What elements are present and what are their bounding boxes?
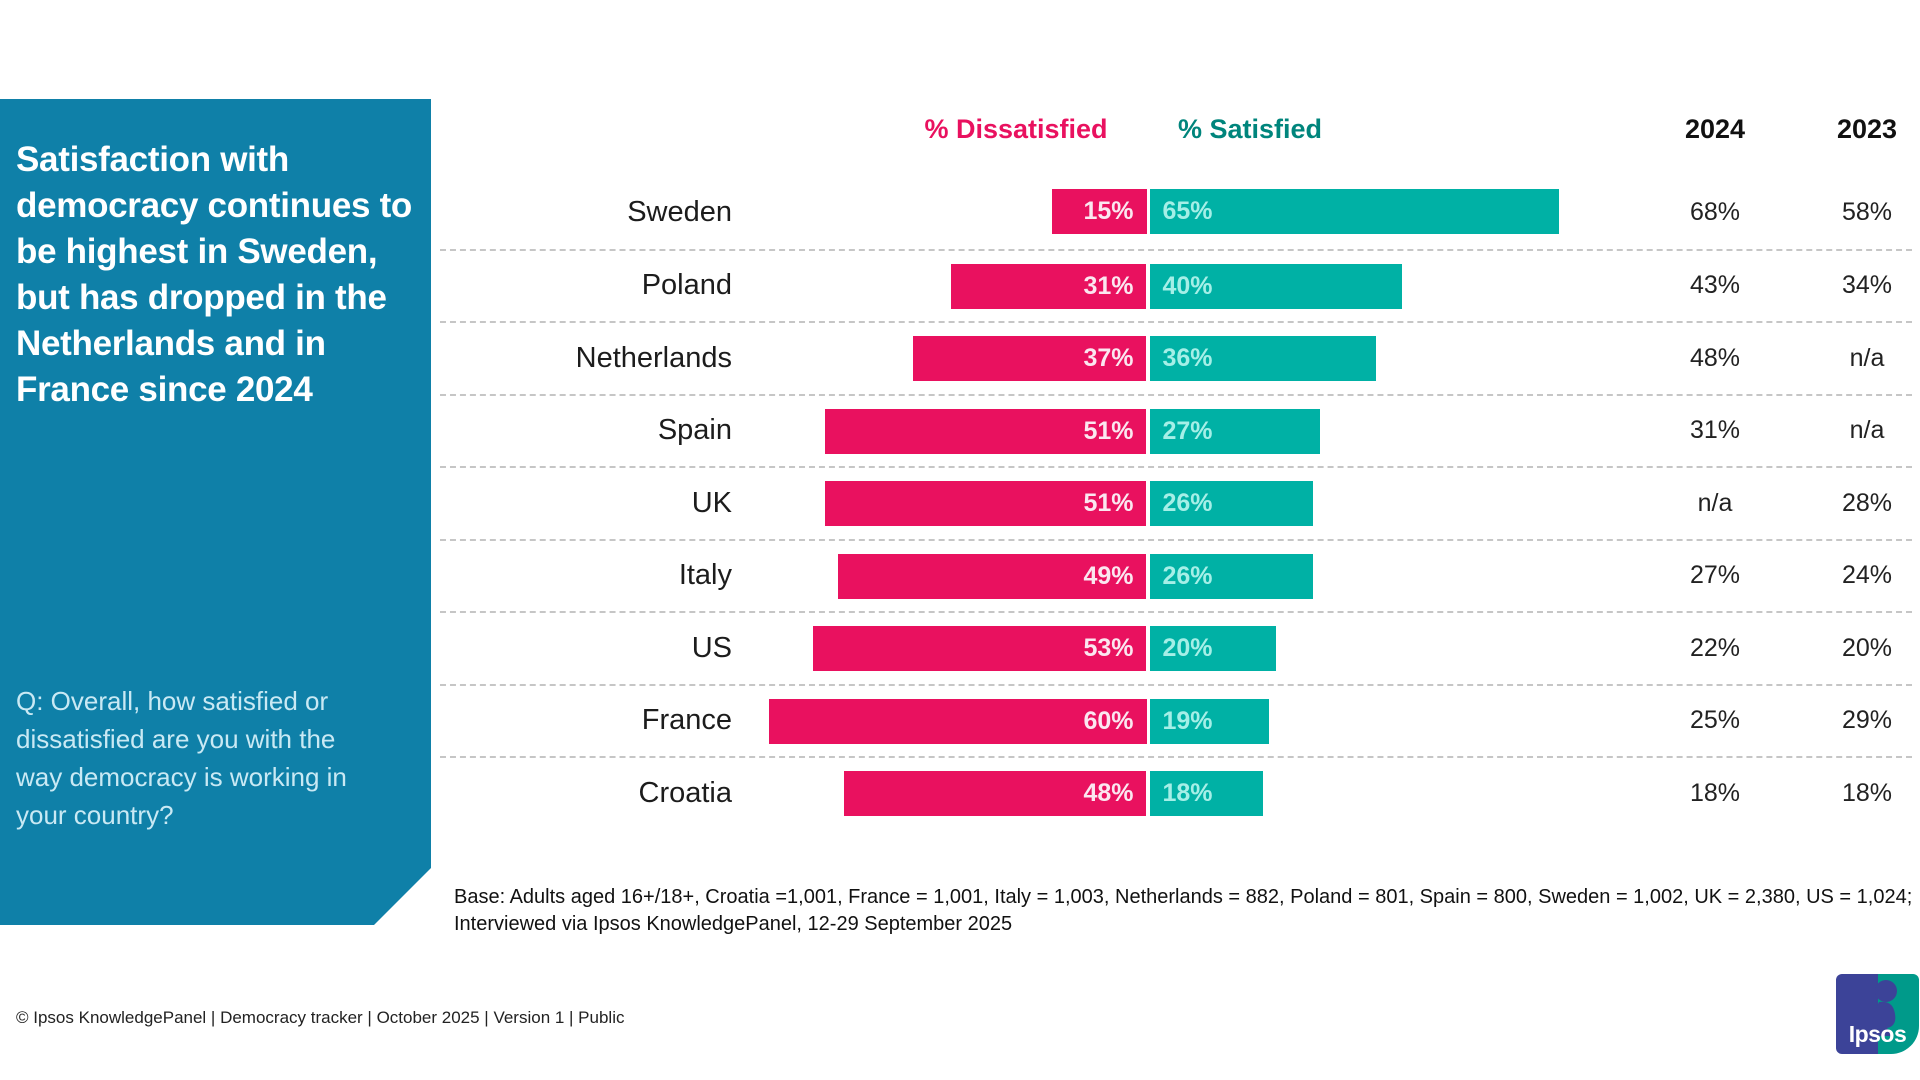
value-2024: 27%	[1689, 561, 1741, 590]
satisfied-bar: 65%	[1149, 189, 1559, 234]
table-row: Croatia 48% 18% 18% 18%	[440, 756, 1912, 829]
value-2024: 18%	[1689, 778, 1741, 807]
country-label: UK	[691, 486, 732, 519]
country-label: Netherlands	[575, 341, 732, 374]
value-2023: 20%	[1841, 633, 1893, 662]
dissatisfied-value: 15%	[1083, 197, 1134, 225]
footer-copyright: © Ipsos KnowledgePanel | Democracy track…	[16, 1008, 625, 1027]
value-2023: n/a	[1849, 416, 1885, 445]
value-2023: 58%	[1841, 197, 1893, 226]
column-header-2023: 2023	[1836, 114, 1898, 144]
value-2023: 29%	[1841, 706, 1893, 735]
dissatisfied-value: 48%	[1083, 779, 1134, 807]
satisfied-bar: 26%	[1149, 553, 1314, 599]
table-row: Italy 49% 26% 27% 24%	[440, 538, 1912, 612]
table-row: Poland 31% 40% 43% 34%	[440, 248, 1912, 322]
country-label: France	[641, 704, 732, 737]
dissatisfied-value: 60%	[1083, 706, 1134, 735]
value-2023: 24%	[1841, 561, 1893, 590]
page-title: Satisfaction with democracy continues to…	[16, 140, 413, 409]
legend-dissatisfied: % Dissatisfied	[924, 114, 1108, 144]
satisfied-bar: 26%	[1149, 481, 1314, 526]
value-2024: 43%	[1689, 271, 1741, 300]
satisfied-value: 40%	[1162, 271, 1213, 300]
base-note: Base: Adults aged 16+/18+, Croatia =1,00…	[454, 884, 1912, 938]
value-2024: 68%	[1689, 197, 1741, 226]
dissatisfied-bar: 37%	[913, 336, 1147, 381]
table-row: UK 51% 26% n/a 28%	[440, 466, 1912, 539]
country-label: Croatia	[638, 776, 733, 809]
table-row: Netherlands 37% 36% 48% n/a	[440, 321, 1912, 394]
satisfied-value: 20%	[1162, 634, 1213, 662]
dissatisfied-value: 31%	[1083, 271, 1134, 300]
dissatisfied-bar: 49%	[837, 553, 1147, 599]
value-2024: n/a	[1697, 488, 1733, 517]
value-2023: n/a	[1849, 343, 1885, 372]
satisfied-bar: 40%	[1149, 263, 1402, 309]
survey-question: Q: Overall, how satisfied or dissatisfie…	[16, 686, 347, 830]
value-2024: 31%	[1689, 416, 1741, 445]
dissatisfied-value: 37%	[1083, 344, 1134, 372]
country-label: US	[691, 631, 732, 664]
dissatisfied-value: 51%	[1083, 489, 1134, 517]
dissatisfied-bar: 31%	[951, 263, 1147, 309]
satisfied-value: 26%	[1162, 489, 1213, 517]
table-row: France 60% 19% 25% 29%	[440, 683, 1912, 757]
dissatisfied-value: 49%	[1083, 561, 1134, 590]
dissatisfied-bar: 48%	[844, 771, 1147, 816]
table-row: Sweden 15% 65% 68% 58%	[440, 176, 1912, 249]
satisfied-value: 19%	[1162, 706, 1213, 735]
satisfied-value: 18%	[1162, 779, 1213, 807]
column-header-2024: 2024	[1684, 114, 1746, 144]
dissatisfied-bar: 53%	[812, 626, 1147, 671]
ipsos-figure-icon	[1872, 980, 1897, 1036]
satisfied-bar: 19%	[1149, 698, 1270, 744]
dissatisfied-bar: 60%	[768, 698, 1147, 744]
satisfied-bar: 18%	[1149, 771, 1263, 816]
ipsos-logo: Ipsos	[1836, 974, 1919, 1054]
sidebar-panel: Satisfaction with democracy continues to…	[0, 99, 431, 925]
base-note-line2: Interviewed via Ipsos KnowledgePanel, 12…	[454, 913, 1013, 935]
country-label: Sweden	[627, 195, 732, 228]
country-label: Spain	[657, 414, 732, 447]
chart-rows: Sweden 15% 65% 68% 58% Poland 31% 40% 43% 34% Neth…	[440, 176, 1912, 829]
table-row: Spain 51% 27% 31% n/a	[440, 393, 1912, 467]
value-2023: 28%	[1841, 488, 1893, 517]
value-2023: 34%	[1841, 271, 1893, 300]
dissatisfied-bar: 51%	[825, 481, 1147, 526]
country-label: Italy	[678, 559, 732, 592]
dissatisfied-bar: 51%	[825, 408, 1147, 454]
satisfied-value: 26%	[1162, 561, 1213, 590]
base-note-line1: Base: Adults aged 16+/18+, Croatia =1,00…	[454, 886, 1913, 908]
satisfied-bar: 36%	[1149, 336, 1377, 381]
country-label: Poland	[641, 269, 732, 302]
satisfied-bar: 20%	[1149, 626, 1276, 671]
satisfied-value: 36%	[1162, 344, 1213, 372]
legend-satisfied: % Satisfied	[1177, 114, 1323, 144]
table-row: US 53% 20% 22% 20%	[440, 611, 1912, 684]
dissatisfied-value: 53%	[1083, 634, 1134, 662]
value-2023: 18%	[1841, 778, 1893, 807]
value-2024: 48%	[1689, 343, 1741, 372]
value-2024: 22%	[1689, 633, 1741, 662]
satisfied-value: 65%	[1162, 197, 1213, 225]
value-2024: 25%	[1689, 706, 1741, 735]
satisfied-bar: 27%	[1149, 408, 1320, 454]
dissatisfied-bar: 15%	[1052, 189, 1147, 234]
dissatisfied-value: 51%	[1083, 416, 1134, 445]
logo-left-panel	[1836, 974, 1878, 1054]
logo-wordmark: Ipsos	[1848, 1021, 1907, 1047]
satisfied-value: 27%	[1162, 416, 1213, 445]
